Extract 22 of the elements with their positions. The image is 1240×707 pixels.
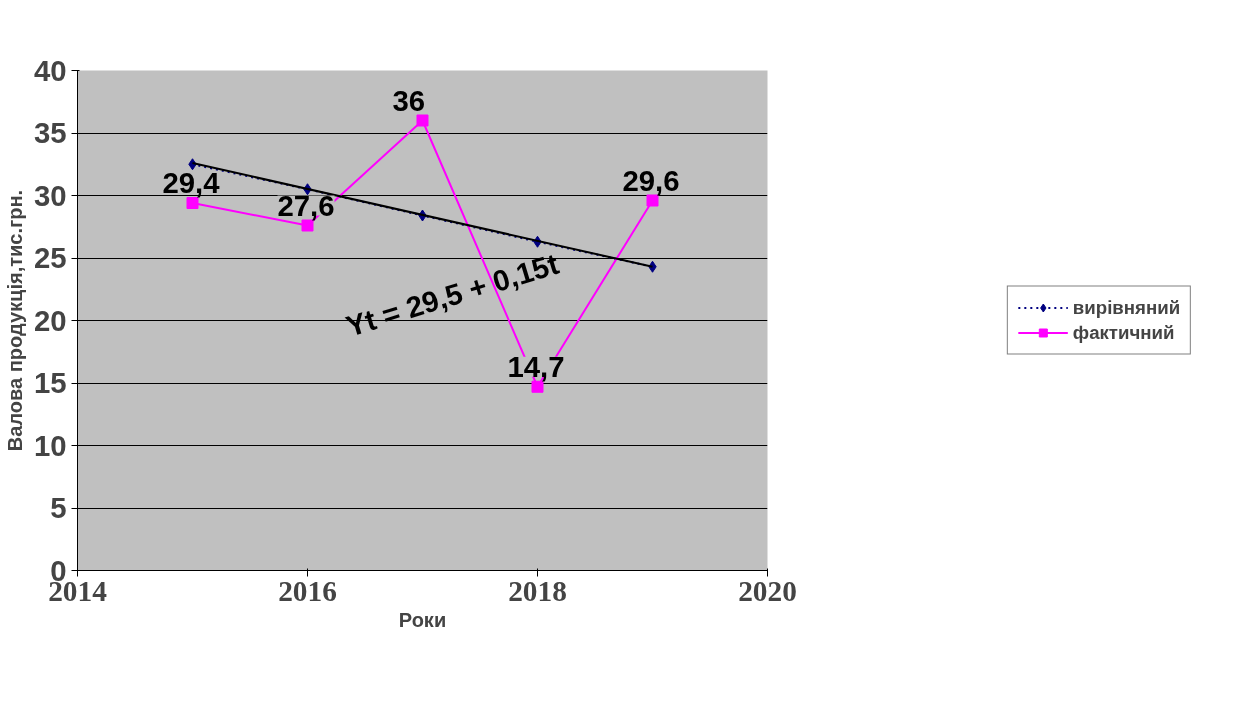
x-tick-label: 2020	[738, 574, 797, 607]
data-label: 27,6	[277, 188, 335, 222]
x-tick-label: 2016	[278, 574, 337, 607]
legend-label: вирівняний	[1072, 296, 1181, 319]
y-tick-label: 15	[33, 366, 67, 399]
y-tick-label: 20	[33, 303, 67, 337]
data-label: 36	[392, 83, 426, 117]
y-tick-label: 10	[33, 428, 67, 462]
y-tick-label: 5	[50, 491, 67, 524]
y-tick-label: 35	[33, 116, 67, 149]
data-label: 29,6	[622, 163, 680, 197]
y-tick-label: 40	[33, 53, 67, 87]
y-tick-label: 25	[33, 241, 67, 274]
x-axis-title: Роки	[398, 608, 447, 631]
y-tick-label: 30	[33, 178, 67, 212]
point	[186, 197, 199, 209]
point	[416, 114, 429, 127]
data-label: 29,4	[162, 166, 221, 199]
data-label: 14,7	[507, 349, 565, 383]
legend-label: фактичний	[1072, 321, 1175, 344]
x-tick-label: 2018	[508, 574, 567, 607]
y-axis-title: Валова продукція,тис.грн.	[3, 189, 26, 452]
